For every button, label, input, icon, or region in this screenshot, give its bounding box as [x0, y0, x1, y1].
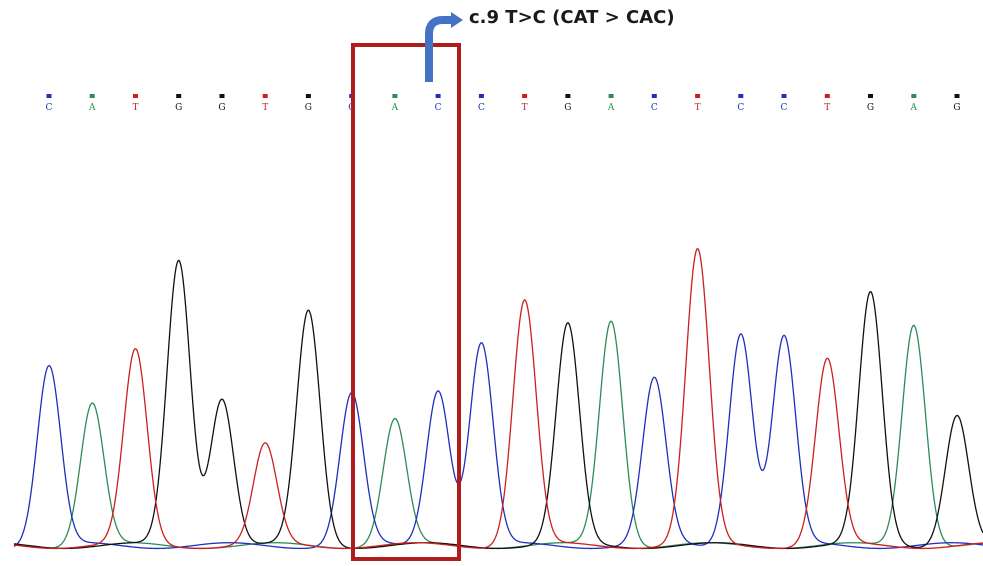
- basecall-letter: G: [175, 103, 182, 113]
- basecall-marker: [219, 94, 225, 98]
- basecall-letter: T: [262, 103, 268, 113]
- basecall-marker: [781, 94, 787, 98]
- basecall-letter: G: [867, 103, 874, 113]
- basecall-marker: [954, 94, 960, 98]
- basecall-marker: [651, 94, 657, 98]
- basecall-marker: [176, 94, 182, 98]
- basecall-marker: [738, 94, 744, 98]
- basecall-marker: [565, 94, 571, 98]
- basecall-letter: A: [910, 103, 918, 113]
- basecall-letter: G: [564, 103, 571, 113]
- basecall-letter: A: [391, 103, 399, 113]
- trace-a: [13, 320, 983, 550]
- basecall-marker: [522, 94, 528, 98]
- basecall-letter: T: [824, 103, 830, 113]
- basecall-letter: C: [46, 103, 53, 113]
- basecall-marker: [868, 94, 873, 98]
- basecall-letter: C: [435, 103, 442, 113]
- basecall-letter: T: [522, 103, 528, 113]
- basecall-letter: C: [651, 103, 658, 113]
- basecall-marker: [911, 94, 917, 98]
- basecall-marker: [608, 94, 614, 98]
- basecall-letter: G: [305, 103, 312, 113]
- basecall-marker: [305, 94, 311, 98]
- basecall-letter: C: [737, 103, 744, 113]
- basecall-letter: C: [781, 103, 788, 113]
- basecall-letter: A: [607, 103, 615, 113]
- mutation-highlight-box: [351, 43, 461, 561]
- trace-t: [13, 248, 983, 550]
- basecall-letter: G: [953, 103, 960, 113]
- basecall-marker: [392, 94, 398, 98]
- trace-layer: [13, 248, 983, 550]
- trace-c: [13, 333, 983, 550]
- basecall-marker: [89, 94, 95, 98]
- basecall-letter: G: [218, 103, 225, 113]
- basecall-marker: [46, 94, 52, 98]
- basecall-letter: A: [88, 103, 96, 113]
- basecall-letter: T: [132, 103, 138, 113]
- arrow-icon: [425, 16, 452, 82]
- basecall-letter: T: [695, 103, 701, 113]
- basecall-marker: [824, 94, 830, 98]
- trace-g: [13, 259, 983, 550]
- arrow-head-icon: [451, 12, 463, 28]
- basecall-marker: [695, 94, 701, 98]
- mutation-annotation-label: c.9 T>C (CAT > CAC): [469, 7, 675, 28]
- basecall-letter: C: [478, 103, 485, 113]
- basecall-marker: [262, 94, 268, 98]
- basecall-marker: [435, 94, 441, 98]
- basecall-marker: [133, 94, 138, 98]
- basecall-marker: [478, 94, 484, 98]
